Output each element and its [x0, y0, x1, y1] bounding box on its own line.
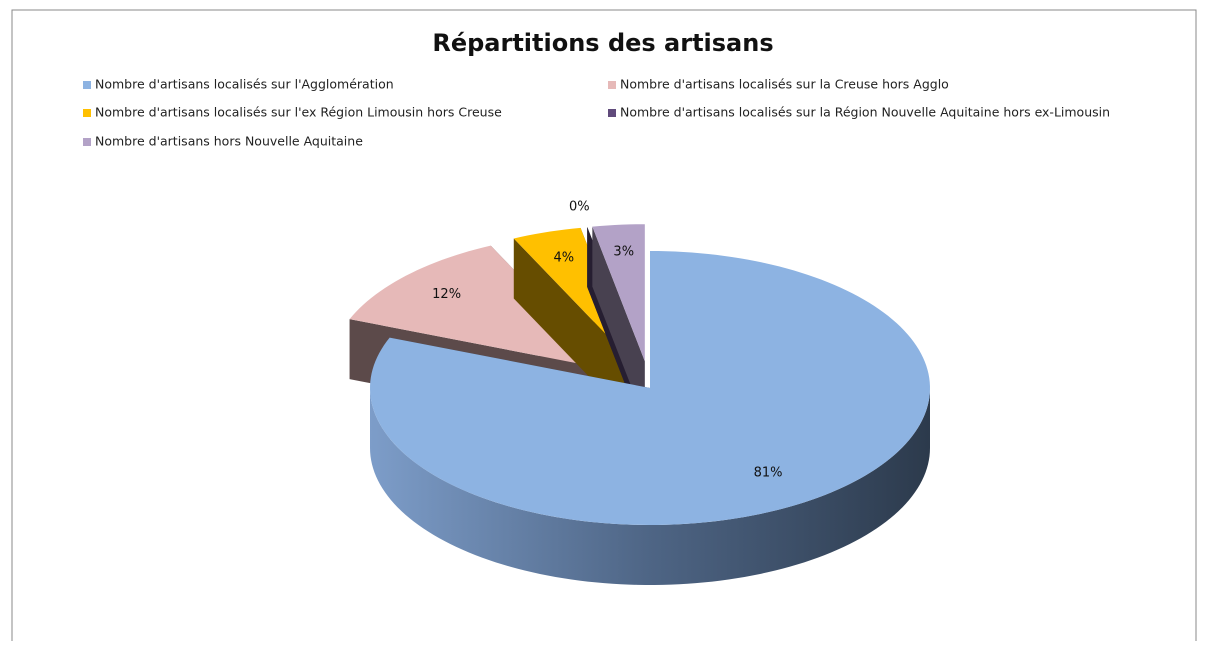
- data-label: 4%: [553, 251, 574, 266]
- legend-label: Nombre d'artisans localisés sur la Creus…: [620, 77, 949, 92]
- legend-swatch: [608, 109, 616, 117]
- legend-swatch: [83, 81, 91, 89]
- slice-wall: [592, 226, 645, 422]
- data-label: 12%: [432, 287, 461, 302]
- slice: [513, 227, 634, 363]
- slice: [349, 245, 610, 370]
- legend-swatch: [608, 81, 616, 89]
- slice-side: [370, 388, 930, 585]
- chart-title: Répartitions des artisans: [432, 29, 773, 57]
- data-label: 0%: [569, 199, 590, 214]
- data-label: 3%: [613, 245, 634, 260]
- legend-label: Nombre d'artisans localisés sur l'Agglom…: [95, 77, 394, 92]
- legend-swatch: [83, 109, 91, 117]
- legend-label: Nombre d'artisans hors Nouvelle Aquitain…: [95, 134, 363, 149]
- legend-label: Nombre d'artisans localisés sur la Régio…: [620, 105, 1110, 120]
- slice: [592, 224, 645, 362]
- data-label: 81%: [754, 465, 783, 480]
- slice-wall: [513, 238, 634, 423]
- slice: [370, 251, 930, 525]
- legend-label: Nombre d'artisans localisés sur l'ex Rég…: [95, 105, 502, 120]
- legend-swatch: [83, 138, 91, 146]
